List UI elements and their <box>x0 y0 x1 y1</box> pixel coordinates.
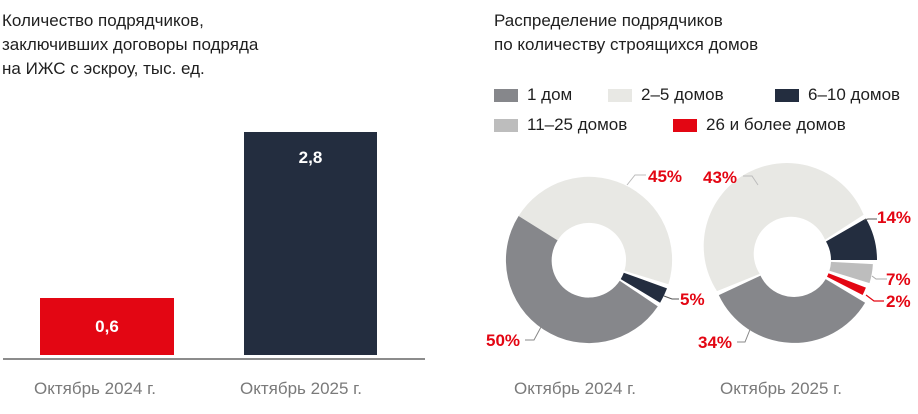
pct-2024-1-dom: 50% <box>486 331 521 350</box>
donut-2024-segment-1-dom <box>505 216 658 344</box>
legend-swatch <box>775 88 799 102</box>
bar-value-2025: 2,8 <box>298 148 323 167</box>
leader-line-2 <box>865 294 884 302</box>
bar-value-2024: 0,6 <box>95 316 119 336</box>
bar-x-label-2025: Октябрь 2025 г. <box>240 379 363 398</box>
legend-item-11-25-domov: 11–25 домов <box>494 115 628 134</box>
legend-label: 6–10 домов <box>808 85 901 104</box>
bar-chart-title-line-2: заключивших договоры подряда <box>2 35 259 54</box>
donut-x-label-2025: Октябрь 2025 г. <box>720 379 843 398</box>
pct-2025-6-10-domov: 14% <box>877 208 912 227</box>
donut-2025-segment-6-10-domov <box>826 218 878 260</box>
leader-line-7 <box>871 275 887 280</box>
donut-chart-title-line-1: Распределение подрядчиков <box>494 11 723 30</box>
donut-2025-segment-1-dom <box>718 275 866 343</box>
leader-line-5 <box>663 295 679 300</box>
pct-2025-2-5-domov: 43% <box>703 168 738 187</box>
pct-2024-6-10-domov: 5% <box>680 290 705 309</box>
donut-2024-segment-6-10-domov <box>620 272 667 303</box>
donut-x-label-2024: Октябрь 2024 г. <box>514 379 637 398</box>
legend-swatch <box>494 118 518 132</box>
leader-line-50 <box>525 326 542 341</box>
donut-2024 <box>505 174 679 344</box>
legend-item-2-5-domov: 2–5 домов <box>608 85 724 104</box>
legend-label: 2–5 домов <box>641 85 724 104</box>
legend-label: 1 дом <box>527 85 573 104</box>
bar-chart-title: Количество подрядчиков, заключивших дого… <box>2 9 258 81</box>
bar-october-2025: 2,8 <box>244 132 377 355</box>
bar-x-label-2024: Октябрь 2024 г. <box>34 379 157 398</box>
leader-line-14 <box>863 218 877 221</box>
donut-2024-segment-2-5-domov <box>518 176 673 285</box>
pct-2025-11-25-domov: 7% <box>886 270 911 289</box>
donut-2025 <box>703 163 887 343</box>
legend-swatch <box>608 88 632 102</box>
donut-chart-title: Распределение подрядчиков по количеству … <box>494 9 758 57</box>
donut-2025-segment-26-plus-domov <box>827 273 866 295</box>
legend-item-26-plus-domov: 26 и более домов <box>673 115 846 134</box>
legend-swatch <box>494 88 518 102</box>
pct-2025-1-dom: 34% <box>698 333 733 352</box>
donut-2025-segment-2-5-domov <box>703 163 864 292</box>
bar-chart-title-line-3: на ИЖС с эскроу, тыс. ед. <box>2 59 205 78</box>
legend-label: 26 и более домов <box>706 115 846 134</box>
pct-2024-2-5-domov: 45% <box>648 167 683 186</box>
bar-october-2024: 0,6 <box>40 298 174 355</box>
pct-2025-26-plus-domov: 2% <box>886 292 911 311</box>
leader-line-45 <box>626 174 646 186</box>
legend-item-1-dom: 1 дом <box>494 85 573 104</box>
legend-label: 11–25 домов <box>527 115 628 134</box>
leader-line-43 <box>743 175 759 186</box>
x-axis-line <box>3 358 425 360</box>
donut-chart-title-line-2: по количеству строящихся домов <box>494 35 759 54</box>
legend-swatch <box>673 118 697 132</box>
donut-2025-segment-11-25-domov <box>829 261 873 284</box>
legend-item-6-10-domov: 6–10 домов <box>775 85 901 104</box>
bar-chart-title-line-1: Количество подрядчиков, <box>2 11 204 30</box>
leader-line-34 <box>737 326 752 343</box>
